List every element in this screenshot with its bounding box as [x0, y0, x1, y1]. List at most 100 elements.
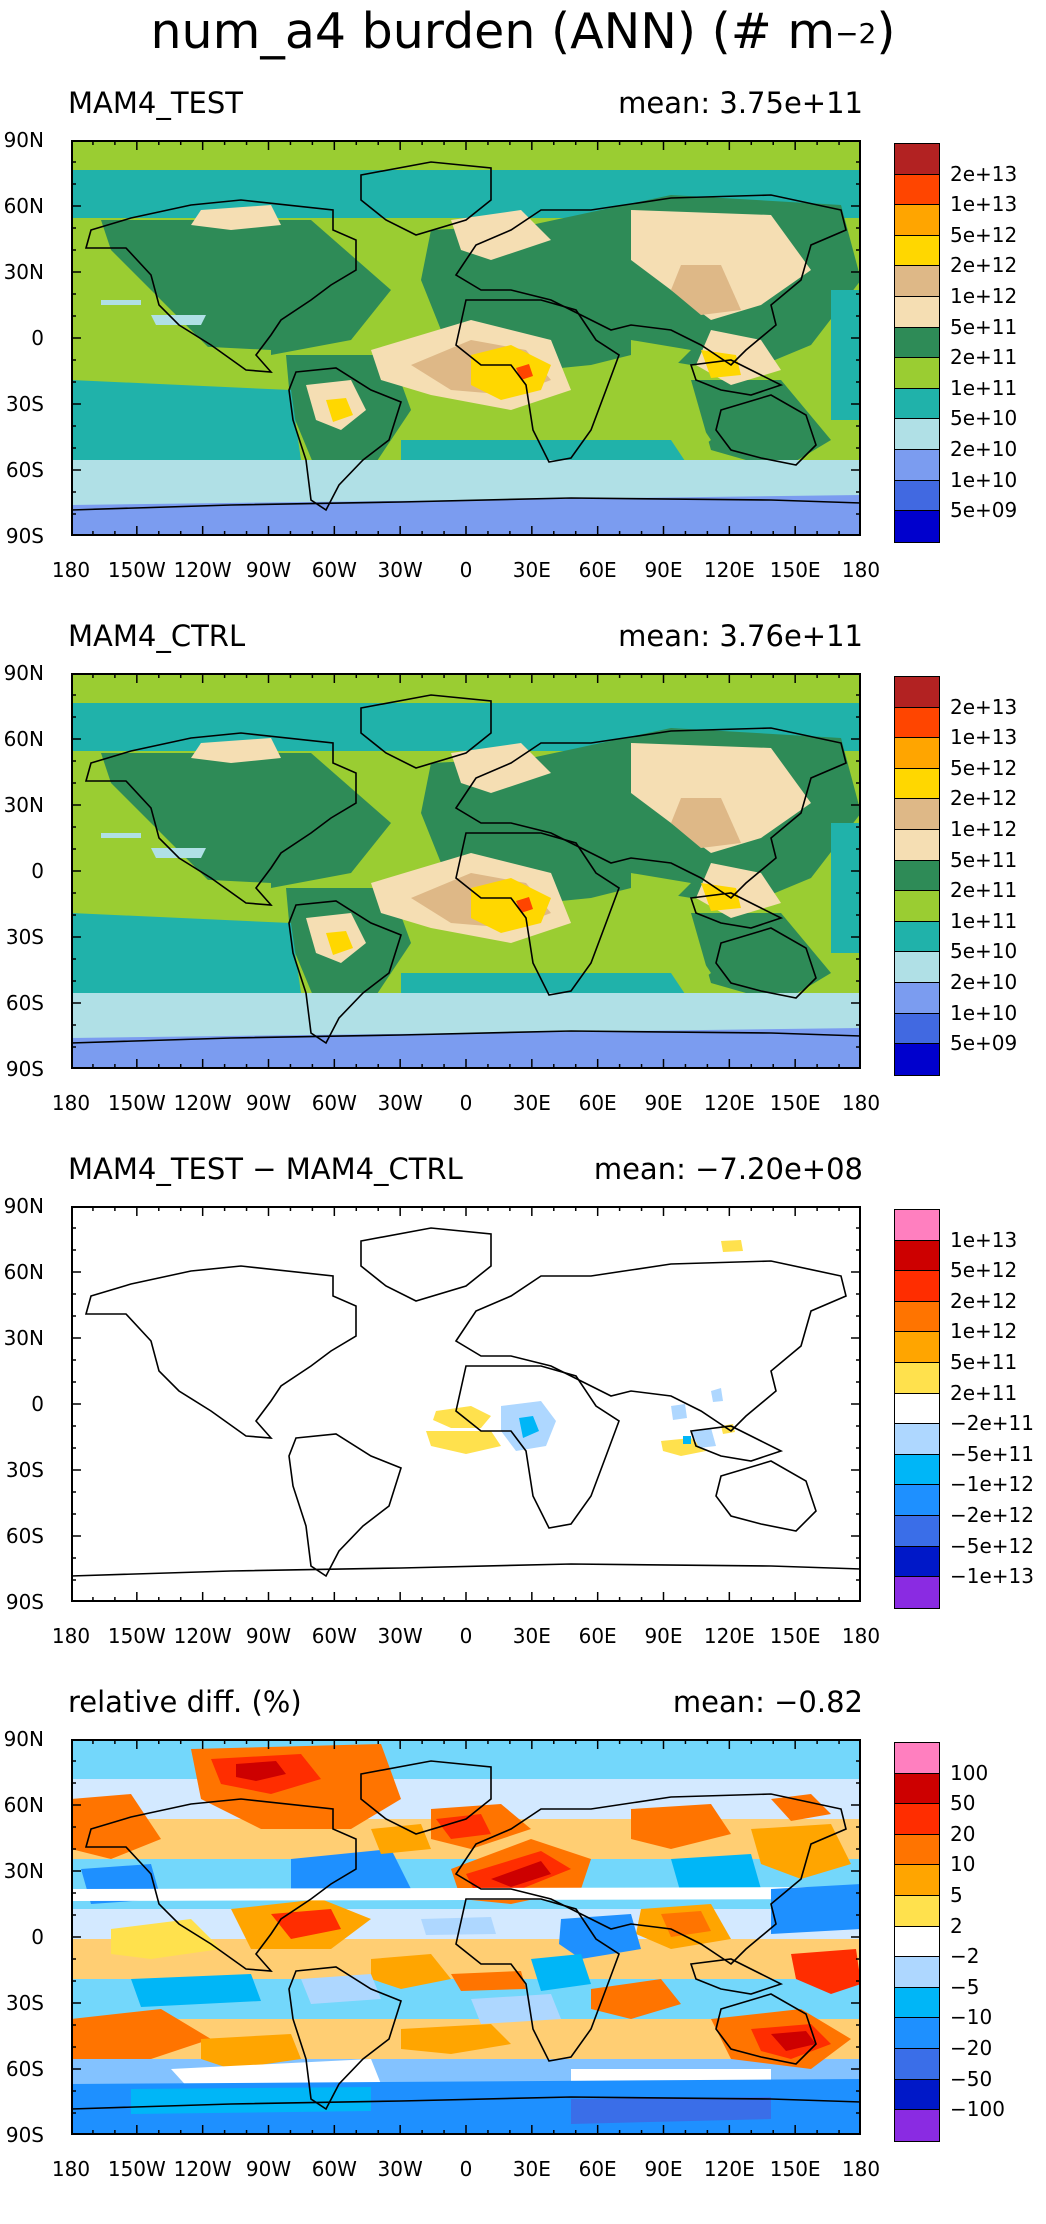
colorbar-label: 5e+11: [950, 1350, 1018, 1374]
colorbar-label: 1e+13: [950, 192, 1018, 217]
colorbar-label: 5: [950, 1883, 963, 1907]
colorbar-swatch: [895, 921, 939, 953]
panel-mean: mean: −0.82: [672, 1685, 863, 1719]
y-tick-label: 0: [31, 326, 44, 350]
y-tick-label: 60S: [5, 458, 44, 482]
y-tick-label: 90S: [5, 1590, 44, 1614]
colorbar-swatch: [895, 829, 939, 861]
y-tick-label: 0: [31, 1925, 44, 1949]
y-tick-label: 30N: [3, 1859, 44, 1883]
field-contour: [516, 364, 533, 380]
x-tick-label: 120W: [173, 558, 232, 582]
x-tick-label: 90W: [245, 1091, 292, 1115]
colorbar: [894, 143, 940, 543]
x-tick-label: 90E: [644, 1624, 683, 1648]
field-contour: [371, 1954, 451, 1989]
colorbar-label: 5e+09: [950, 1031, 1018, 1056]
field-contour: [433, 1406, 491, 1428]
colorbar-label: 20: [950, 1821, 976, 1846]
colorbar-label: 1e+13: [950, 1227, 1018, 1252]
field-contour: [101, 220, 391, 355]
coastline-australia: [715, 927, 817, 999]
colorbar: [894, 1209, 940, 1609]
x-tick-label: 180: [51, 1624, 91, 1648]
field-contour: [111, 1919, 221, 1959]
x-tick-label: 120E: [703, 558, 755, 582]
x-tick-label: 180: [841, 2157, 881, 2181]
x-tick-label: 60E: [578, 1091, 617, 1115]
coastline-greenland: [360, 694, 492, 769]
colorbar-swatch: [895, 707, 939, 739]
y-tick-label: 90N: [3, 661, 44, 685]
colorbar-label: 50: [950, 1791, 976, 1816]
colorbar-label: 2e+10: [950, 437, 1018, 461]
y-tick-label: 90N: [3, 128, 44, 152]
colorbar-label: 1e+11: [950, 908, 1018, 933]
colorbar-label: −1e+12: [950, 1472, 1034, 1497]
field-contour: [721, 1240, 743, 1252]
coastline-australia: [715, 1460, 817, 1532]
y-tick-label: 90N: [3, 1194, 44, 1218]
x-tick-label: 0: [459, 1091, 473, 1115]
field-contour: [631, 1804, 731, 1849]
field-contour: [771, 1794, 831, 1821]
colorbar-label: 1e+11: [950, 375, 1018, 400]
colorbar-swatch: [895, 1301, 939, 1333]
coastline-australia: [715, 394, 817, 466]
coastline-greenland: [360, 1760, 492, 1835]
field-contour: [771, 2031, 816, 2051]
colorbar: [894, 676, 940, 1076]
coastline-south-america: [288, 1433, 402, 1578]
x-tick-label: 150E: [769, 1091, 821, 1115]
field-contour: [236, 1761, 286, 1781]
field-contour: [831, 290, 861, 420]
x-tick-label: 180: [841, 1624, 881, 1648]
colorbar-label: −5e+12: [950, 1533, 1034, 1558]
y-tick-label: 90S: [5, 2123, 44, 2147]
colorbar-label: 2e+11: [950, 878, 1018, 903]
map-svg: [71, 673, 861, 1069]
coastline-africa: [455, 832, 620, 996]
coastline-africa: [455, 299, 620, 463]
panel-mean: mean: −7.20e+08: [593, 1152, 863, 1186]
field-contour: [691, 380, 831, 470]
map-svg: [71, 140, 861, 536]
coastline-australia: [715, 1993, 817, 2065]
y-tick-label: 30S: [5, 1458, 44, 1482]
colorbar-swatch: [895, 2079, 939, 2111]
colorbar-label: 5e+10: [950, 939, 1018, 964]
field-contour: [71, 1794, 161, 1859]
panel-label: relative diff. (%): [68, 1685, 302, 1719]
panel-difference: MAM4_TEST − MAM4_CTRL mean: −7.20e+08 90N 6…: [0, 1151, 1046, 1691]
field-contour: [151, 315, 206, 325]
colorbar-label: 5e+12: [950, 755, 1018, 780]
colorbar-swatch: [895, 1987, 939, 2019]
coastline-south-america: [288, 1966, 402, 2111]
colorbar-swatch: [895, 1804, 939, 1835]
colorbar-swatch: [895, 2048, 939, 2080]
colorbar-swatch: [895, 1515, 939, 1547]
colorbar-label: 2e+13: [950, 161, 1018, 186]
y-tick-label: 30S: [5, 925, 44, 949]
coastline-eurasia: [454, 1260, 847, 1433]
x-tick-label: 180: [51, 1091, 91, 1115]
field-contour: [831, 823, 861, 953]
colorbar-label: −50: [950, 2066, 993, 2091]
colorbar-swatch: [895, 205, 939, 236]
x-tick-label: 90E: [644, 1091, 683, 1115]
y-tick-label: 30N: [3, 260, 44, 284]
colorbar-swatch: [895, 1393, 939, 1425]
x-tick-label: 150E: [769, 1624, 821, 1648]
colorbar-swatch: [895, 1362, 939, 1394]
x-tick-label: 0: [459, 1624, 473, 1648]
colorbar-swatch: [895, 511, 939, 542]
colorbar-swatch: [895, 296, 939, 328]
y-tick-label: 0: [31, 1392, 44, 1416]
field-contour: [531, 1954, 591, 1991]
x-tick-label: 60W: [311, 558, 357, 582]
field-contour: [101, 833, 141, 838]
colorbar-swatch: [895, 1485, 939, 1516]
x-tick-label: 120E: [703, 1091, 755, 1115]
y-tick-label: 0: [31, 859, 44, 883]
colorbar-label: −10: [950, 2005, 993, 2030]
